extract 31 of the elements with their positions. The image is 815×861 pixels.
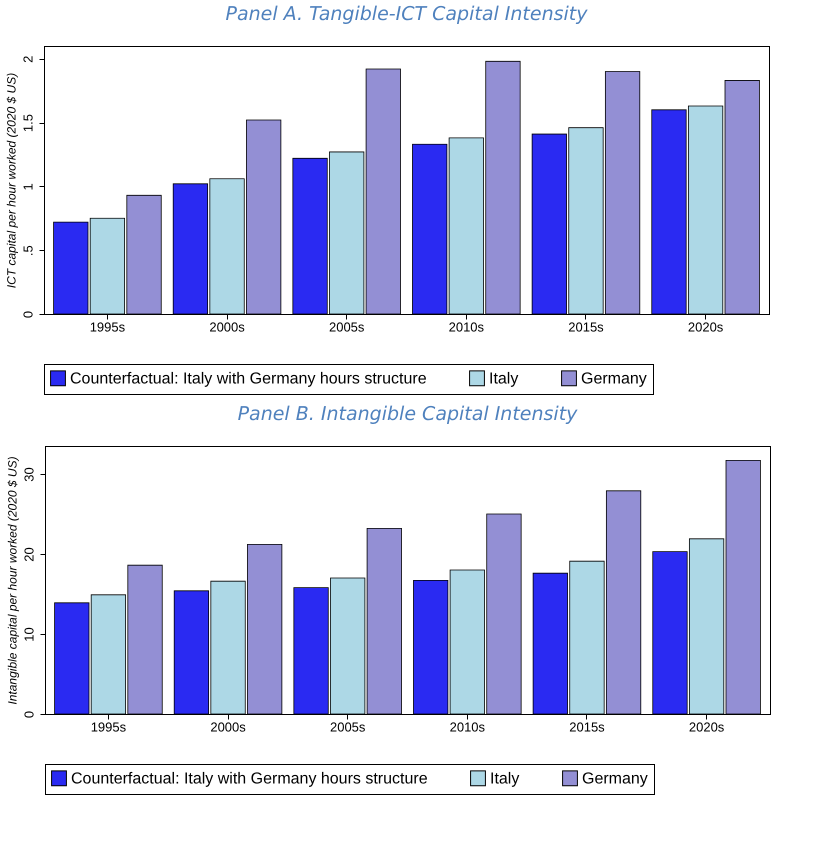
legend-label: Germany	[581, 370, 647, 388]
y-tick-label: 1	[20, 183, 36, 190]
legend-label: Counterfactual: Italy with Germany hours structure	[70, 370, 427, 388]
chart-title: Panel A. Tangible-ICT Capital Intensity	[226, 3, 588, 25]
y-tick-label: 20	[22, 547, 36, 562]
legend-label: Counterfactual: Italy with Germany hours structure	[71, 770, 428, 788]
x-tick-label: 2005s	[330, 720, 366, 734]
legend-label: Italy	[489, 370, 518, 388]
y-tick-label: 10	[22, 627, 36, 642]
y-tick-label: 1.5	[20, 114, 36, 132]
chart-title: Panel B. Intangible Capital Intensity	[238, 403, 578, 425]
y-axis-title: ICT capital per hour worked (2020 $ US)	[4, 72, 18, 288]
x-tick-label: 2000s	[209, 320, 246, 334]
x-tick-label: 1995s	[90, 320, 126, 334]
y-tick-label: 2	[20, 56, 36, 63]
y-tick-label: .5	[20, 245, 36, 256]
x-tick-label: 2010s	[448, 320, 485, 334]
x-tick-label: 2000s	[210, 720, 246, 734]
legend-label: Germany	[582, 770, 648, 788]
x-tick-label: 2010s	[450, 720, 486, 734]
x-tick-label: 2015s	[569, 720, 606, 734]
y-axis-title: Intangible capital per hour worked (2020 $ US)	[6, 456, 20, 705]
x-tick-label: 2015s	[568, 320, 604, 334]
y-tick-label: 0	[20, 310, 36, 318]
x-tick-label: 1995s	[90, 720, 127, 734]
x-tick-label: 2020s	[688, 720, 725, 734]
x-tick-label: 2005s	[328, 320, 365, 334]
x-tick-label: 2020s	[688, 320, 724, 334]
y-tick-label: 30	[22, 467, 36, 482]
y-tick-label: 0	[22, 710, 36, 718]
legend-label: Italy	[490, 770, 520, 788]
